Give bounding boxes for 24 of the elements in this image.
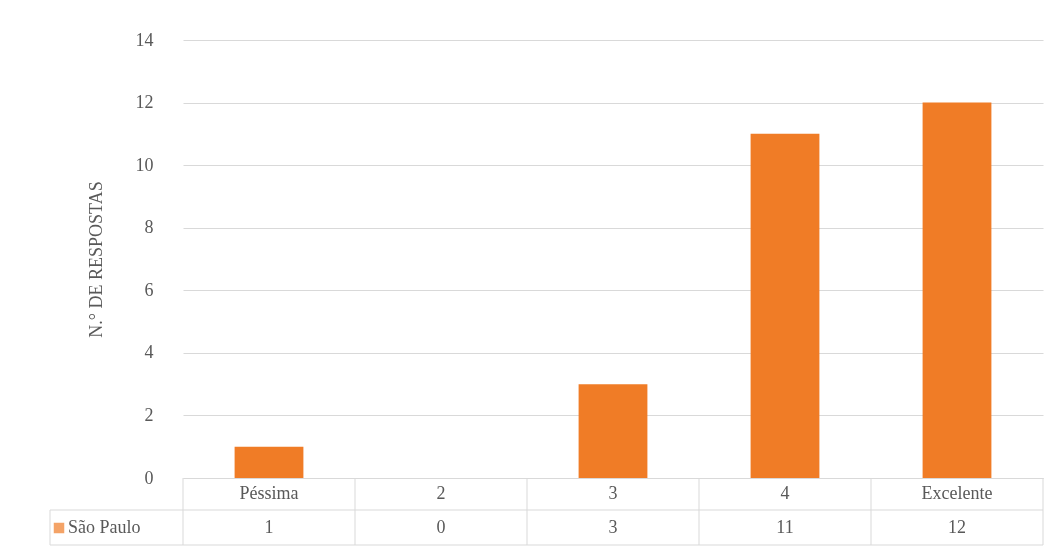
x-tick-label: Péssima — [239, 482, 299, 503]
x-tick-label: 3 — [608, 482, 618, 503]
bar — [578, 384, 648, 478]
y-tick-label: 12 — [135, 92, 154, 113]
legend-label: São Paulo — [68, 517, 141, 537]
y-tick-label: 4 — [144, 342, 154, 363]
y-tick-label: 10 — [135, 154, 154, 175]
y-tick-label: 0 — [144, 467, 154, 488]
data-label: 1 — [264, 517, 274, 537]
data-label: 11 — [776, 517, 794, 537]
x-tick-label: Excelente — [921, 482, 993, 503]
data-label: 12 — [948, 517, 966, 537]
x-tick-label: 2 — [436, 482, 446, 503]
bar — [922, 102, 992, 478]
bar — [750, 133, 820, 478]
data-label: 3 — [608, 517, 618, 537]
x-tick-label: 4 — [780, 482, 790, 503]
y-tick-label: 8 — [144, 217, 154, 238]
bar — [234, 446, 304, 478]
y-tick-label: 2 — [144, 404, 154, 425]
y-tick-label: 6 — [144, 279, 154, 300]
y-tick-label: 14 — [135, 29, 154, 50]
data-label: 0 — [436, 517, 446, 537]
y-axis-title: N.° DE RESPOSTAS — [85, 181, 106, 338]
